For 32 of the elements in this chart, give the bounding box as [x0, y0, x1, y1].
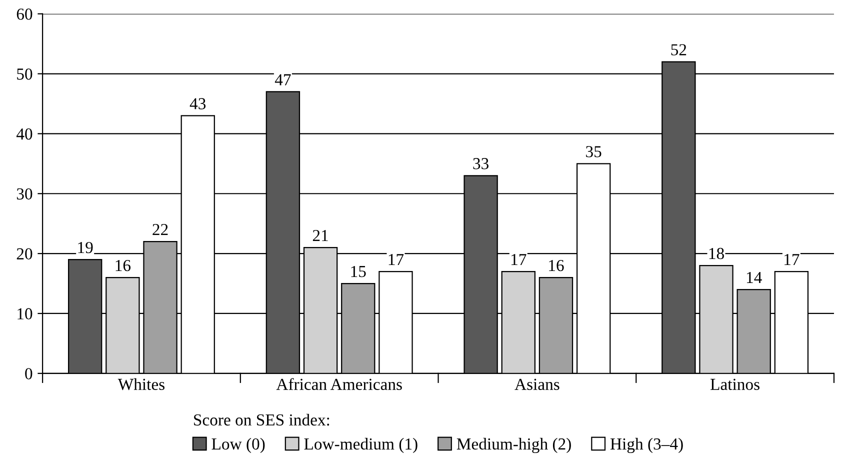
x-tick-label: Asians — [514, 378, 560, 390]
data-label: 16 — [549, 260, 564, 272]
data-label: 21 — [312, 230, 328, 242]
y-tick-label: 60 — [16, 8, 32, 20]
legend-label: Low (0) — [212, 438, 265, 454]
legend-title: Score on SES index: — [194, 414, 330, 426]
legend-label: High (3–4) — [610, 438, 683, 454]
data-label: 47 — [274, 74, 291, 86]
data-label: 22 — [152, 224, 168, 236]
data-label: 17 — [512, 254, 526, 265]
data-label: 18 — [709, 248, 724, 260]
data-label: 17 — [784, 254, 800, 265]
data-label: 19 — [78, 242, 93, 254]
data-label: 14 — [746, 272, 762, 283]
y-tick-label: 20 — [16, 248, 32, 260]
data-label: 17 — [388, 254, 404, 265]
data-label: 15 — [351, 266, 366, 278]
x-tick-label: African Americans — [276, 378, 402, 390]
data-label: 52 — [671, 44, 686, 56]
y-tick-label: 10 — [18, 308, 32, 320]
y-tick-label: 0 — [25, 368, 32, 380]
data-label: 33 — [473, 158, 488, 170]
data-label: 35 — [586, 146, 602, 158]
legend-label: Low-medium (1) — [304, 438, 418, 454]
legend-label: Medium-high (2) — [456, 438, 571, 454]
data-label: 16 — [116, 260, 131, 272]
data-label: 43 — [190, 98, 206, 110]
x-tick-label: Whites — [118, 378, 164, 390]
y-tick-label: 30 — [16, 188, 32, 200]
x-tick-label: Latinos — [710, 378, 760, 390]
y-tick-label: 40 — [16, 128, 32, 140]
y-tick-label: 50 — [17, 68, 32, 80]
